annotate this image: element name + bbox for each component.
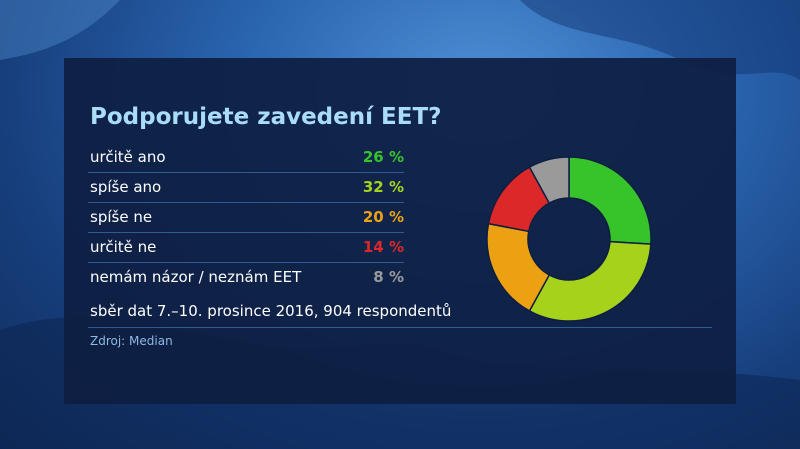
donut-slice [528, 156, 570, 205]
result-label: určitě ano [90, 148, 166, 166]
poll-panel: Podporujete zavedení EET? určitě ano 26 … [64, 58, 736, 404]
result-value: 8 % [373, 268, 404, 286]
result-value: 32 % [362, 178, 404, 196]
result-label: určitě ne [90, 238, 157, 256]
result-label: spíše ne [90, 208, 153, 226]
results-list: určitě ano 26 % spíše ano 32 % spíše ne … [88, 143, 404, 292]
result-value: 20 % [362, 208, 404, 226]
result-value: 14 % [362, 238, 404, 256]
result-row-no-opinion: nemám názor / neznám EET 8 % [88, 263, 404, 292]
divider [88, 327, 712, 328]
result-label: nemám názor / neznám EET [90, 268, 302, 286]
chart-title: Podporujete zavedení EET? [90, 104, 442, 130]
result-row-certainly-yes: určitě ano 26 % [88, 143, 404, 173]
donut-slice [568, 156, 652, 245]
result-row-certainly-no: určitě ne 14 % [88, 233, 404, 263]
result-row-rather-yes: spíše ano 32 % [88, 173, 404, 203]
donut-chart [486, 156, 652, 322]
donut-slice [528, 240, 652, 322]
result-row-rather-no: spíše ne 20 % [88, 203, 404, 233]
source-label: Zdroj: Median [90, 334, 173, 348]
survey-note: sběr dat 7.–10. prosince 2016, 904 respo… [90, 302, 452, 320]
result-value: 26 % [362, 148, 404, 166]
result-label: spíše ano [90, 178, 162, 196]
